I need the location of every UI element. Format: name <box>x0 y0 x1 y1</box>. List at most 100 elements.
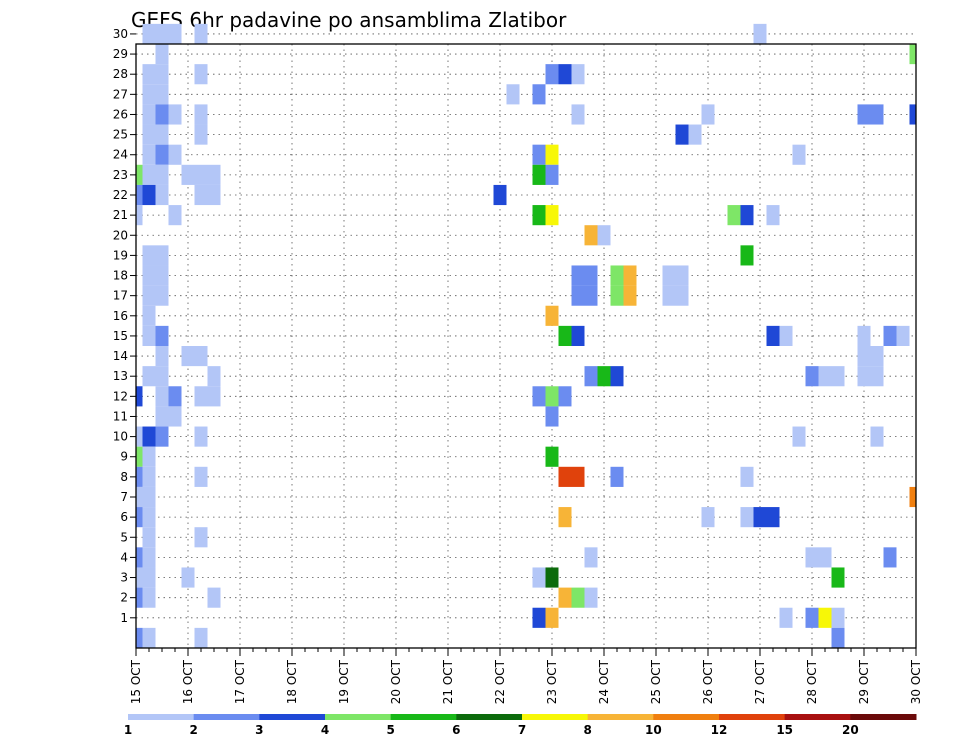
heatmap-cell <box>610 366 624 387</box>
heatmap-cell <box>136 627 143 648</box>
heatmap-cell <box>896 325 910 346</box>
heatmap-cell <box>181 164 195 185</box>
heatmap-cell <box>194 64 208 85</box>
heatmap-cell <box>168 144 182 165</box>
heatmap-cell <box>136 426 143 447</box>
y-tick-label: 26 <box>113 107 128 121</box>
heatmap-cell <box>136 486 143 508</box>
heatmap-cell <box>558 587 572 608</box>
heatmap-cell <box>155 386 169 407</box>
heatmap-cell <box>870 366 884 387</box>
x-tick-label: 20 OCT <box>389 659 403 704</box>
heatmap-cell <box>805 607 819 628</box>
heatmap-cell <box>142 627 156 648</box>
heatmap-cell <box>155 426 169 447</box>
colorbar-segment <box>325 714 392 720</box>
heatmap-cell <box>142 184 156 206</box>
heatmap-cell <box>610 466 624 487</box>
heatmap-cell <box>870 346 884 367</box>
heatmap-cell <box>675 285 689 306</box>
colorbar-segment <box>653 714 720 720</box>
y-tick-label: 22 <box>113 188 128 202</box>
heatmap-cell <box>155 184 169 206</box>
y-tick-label: 15 <box>113 329 128 343</box>
heatmap-cell <box>181 567 195 588</box>
heatmap-cell <box>142 366 156 387</box>
heatmap-cell <box>493 184 507 206</box>
x-tick-label: 16 OCT <box>181 659 195 704</box>
heatmap-cell <box>155 265 169 286</box>
heatmap-cell <box>142 144 156 165</box>
heatmap-cell <box>136 587 143 608</box>
x-tick-label: 28 OCT <box>805 659 819 704</box>
y-tick-label: 11 <box>113 409 128 423</box>
heatmap-cell <box>142 64 156 85</box>
heatmap-cell <box>688 124 702 145</box>
heatmap-cell <box>545 305 559 326</box>
heatmap-cell <box>168 386 182 407</box>
heatmap-cell <box>701 104 715 125</box>
heatmap-cell <box>142 507 156 528</box>
y-tick-label: 14 <box>113 349 128 363</box>
heatmap-cell <box>155 164 169 185</box>
heatmap-cell <box>545 64 559 85</box>
heatmap-cell <box>909 486 916 508</box>
heatmap-cell <box>142 567 156 588</box>
heatmap-cell <box>194 426 208 447</box>
heatmap-cell <box>155 285 169 306</box>
heatmap-cell <box>136 446 143 467</box>
x-tick-label: 29 OCT <box>857 659 871 704</box>
heatmap-cell <box>545 386 559 407</box>
heatmap-cell <box>532 567 546 588</box>
y-tick-label: 28 <box>113 67 128 81</box>
heatmap-cell <box>155 366 169 387</box>
heatmap-cell <box>142 285 156 306</box>
colorbar-segment <box>128 714 195 720</box>
y-tick-label: 10 <box>113 430 128 444</box>
heatmap-cell <box>558 466 572 487</box>
heatmap-cell <box>142 587 156 608</box>
heatmap-cell <box>571 104 585 125</box>
colorbar-segment <box>850 714 917 720</box>
heatmap-cell <box>136 184 143 206</box>
heatmap-cell <box>532 164 546 185</box>
heatmap-cell <box>857 346 871 367</box>
heatmap-cell <box>584 366 598 387</box>
heatmap-cell <box>766 205 780 226</box>
heatmap-cell <box>155 44 169 65</box>
heatmap-cell <box>194 386 208 407</box>
heatmap-cell <box>532 144 546 165</box>
heatmap-cell <box>857 366 871 387</box>
colorbar-segment <box>259 714 326 720</box>
heatmap-cell <box>155 245 169 266</box>
heatmap-cell <box>532 607 546 628</box>
heatmap-cell <box>142 486 156 508</box>
heatmap-cell <box>142 527 156 548</box>
x-tick-label: 18 OCT <box>285 659 299 704</box>
colorbar-segment <box>784 714 851 720</box>
heatmap-cell <box>610 285 624 306</box>
heatmap-cell <box>207 366 221 387</box>
heatmap-cell <box>194 466 208 487</box>
colorbar-label: 20 <box>842 723 859 737</box>
heatmap-cell <box>155 406 169 427</box>
heatmap-cell <box>818 607 832 628</box>
heatmap-cell <box>571 325 585 346</box>
heatmap-cell <box>727 205 741 226</box>
heatmap-cell <box>597 366 611 387</box>
y-tick-label: 1 <box>120 611 128 625</box>
heatmap-cell <box>818 547 832 568</box>
colorbar-label: 15 <box>776 723 793 737</box>
heatmap-cell <box>155 84 169 105</box>
heatmap-cell <box>571 466 585 487</box>
heatmap-cell <box>701 507 715 528</box>
y-tick-label: 21 <box>113 208 128 222</box>
heatmap-cell <box>753 507 767 528</box>
y-tick-label: 27 <box>113 87 128 101</box>
heatmap-cell <box>584 225 598 246</box>
y-tick-label: 30 <box>113 27 128 41</box>
colorbar-label: 6 <box>452 723 460 737</box>
colorbar-label: 4 <box>321 723 329 737</box>
heatmap-cell <box>792 426 806 447</box>
heatmap-cells <box>136 23 916 648</box>
